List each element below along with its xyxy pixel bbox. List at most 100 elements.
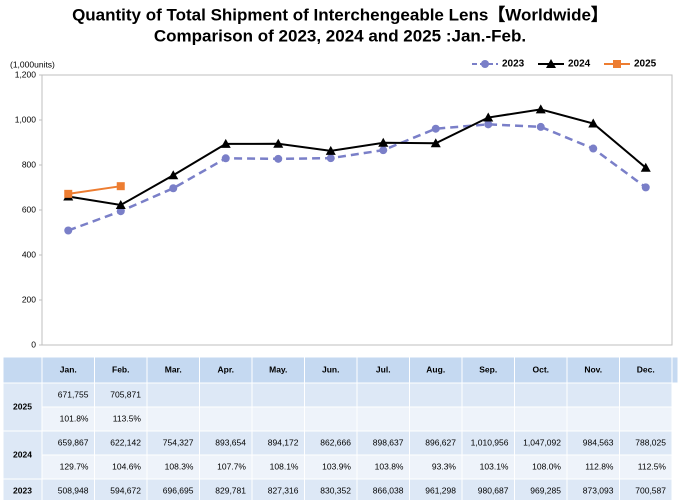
header-label: Jul. xyxy=(376,364,391,374)
table-value: 107.7% xyxy=(217,461,246,471)
table-value: 969,285 xyxy=(530,485,561,495)
table-cell xyxy=(199,430,253,456)
chart-subtitle: Comparison of 2023, 2024 and 2025 :Jan.-… xyxy=(154,26,526,45)
table-cell xyxy=(566,454,620,480)
table-cell xyxy=(409,406,463,432)
table-value: 594,672 xyxy=(110,485,141,495)
table-cell xyxy=(304,430,358,456)
header-label: Oct. xyxy=(532,364,549,374)
table-value: 93.3% xyxy=(432,461,457,471)
table-value: 1,010,956 xyxy=(471,437,509,447)
data-point xyxy=(431,124,440,133)
table-value: 108.3% xyxy=(165,461,194,471)
row-label: 2023 xyxy=(13,485,32,495)
table-value: 108.1% xyxy=(270,461,299,471)
data-point xyxy=(535,104,546,114)
table-cell xyxy=(251,406,305,432)
table-cell xyxy=(461,406,515,432)
y-tick-label: 600 xyxy=(22,204,36,214)
header-label: Aug. xyxy=(426,364,445,374)
table-value: 696,695 xyxy=(163,485,194,495)
table-value: 961,298 xyxy=(425,485,456,495)
header-cell xyxy=(251,356,305,384)
table-cell xyxy=(619,406,673,432)
data-point xyxy=(589,144,598,153)
data-point xyxy=(64,226,73,235)
data-point xyxy=(536,122,545,131)
series-line xyxy=(68,185,121,195)
table-cell xyxy=(619,382,673,408)
table-cell xyxy=(356,382,410,408)
table-value: 622,142 xyxy=(110,437,141,447)
table-cell xyxy=(251,454,305,480)
table-value: 894,172 xyxy=(268,437,299,447)
table-value: 103.1% xyxy=(480,461,509,471)
data-point xyxy=(169,184,178,193)
table-cell xyxy=(41,430,95,456)
data-point xyxy=(378,137,389,147)
legend-label: 2023 xyxy=(502,59,525,70)
table-value: 659,867 xyxy=(58,437,89,447)
table-value: 873,093 xyxy=(583,485,614,495)
table-cell xyxy=(199,382,253,408)
row-label: 2024 xyxy=(13,449,32,459)
chart-title: Quantity of Total Shipment of Intercheng… xyxy=(72,4,608,24)
table-value: 671,755 xyxy=(58,389,89,399)
data-point xyxy=(116,182,125,191)
table-cell xyxy=(304,406,358,432)
y-axis-unit: (1,000units) xyxy=(10,59,55,69)
data-point xyxy=(64,189,73,198)
legend-marker xyxy=(546,59,556,68)
table-cell xyxy=(251,382,305,408)
table-cell xyxy=(146,406,200,432)
table-value: 829,781 xyxy=(215,485,246,495)
table-value: 827,316 xyxy=(268,485,299,495)
header-label: Mar. xyxy=(165,364,182,374)
header-cell xyxy=(514,356,568,384)
table-cell xyxy=(94,454,148,480)
legend-marker xyxy=(481,60,489,68)
y-tick-label: 1,000 xyxy=(15,114,37,124)
table-value: 788,025 xyxy=(635,437,666,447)
table-value: 862,666 xyxy=(320,437,351,447)
table-value: 103.8% xyxy=(375,461,404,471)
table-cell xyxy=(356,406,410,432)
data-point xyxy=(484,120,493,129)
y-tick-label: 0 xyxy=(31,339,36,349)
table-value: 700,587 xyxy=(635,485,666,495)
table-value: 984,563 xyxy=(583,437,614,447)
row-label-cell xyxy=(2,382,43,432)
table-value: 104.6% xyxy=(112,461,141,471)
table-cell xyxy=(514,406,568,432)
data-point xyxy=(273,138,284,148)
data-point xyxy=(325,145,336,155)
data-point xyxy=(641,183,650,192)
table-cell xyxy=(566,382,620,408)
table-value: 893,654 xyxy=(215,437,246,447)
data-point xyxy=(430,138,441,148)
header-label: Jan. xyxy=(60,364,77,374)
data-point xyxy=(221,154,230,163)
plot-area xyxy=(41,74,673,346)
data-point xyxy=(588,118,599,128)
table-cell xyxy=(94,382,148,408)
table-cell xyxy=(41,406,95,432)
table-value: 754,327 xyxy=(163,437,194,447)
table-value: 112.8% xyxy=(585,461,614,471)
table-cell xyxy=(146,382,200,408)
header-label: May. xyxy=(269,364,287,374)
table-cell xyxy=(304,382,358,408)
data-point xyxy=(379,146,388,155)
header-cell xyxy=(41,356,95,384)
table-value: 113.5% xyxy=(113,413,142,423)
table-value: 1,047,092 xyxy=(523,437,561,447)
table-value: 101.8% xyxy=(60,413,89,423)
header-label: Feb. xyxy=(112,364,129,374)
table-cell xyxy=(514,382,568,408)
data-point xyxy=(483,112,494,122)
header-cell xyxy=(146,356,200,384)
table-cell xyxy=(409,382,463,408)
table-value: 103.9% xyxy=(322,461,351,471)
header-label: Sep. xyxy=(479,364,497,374)
